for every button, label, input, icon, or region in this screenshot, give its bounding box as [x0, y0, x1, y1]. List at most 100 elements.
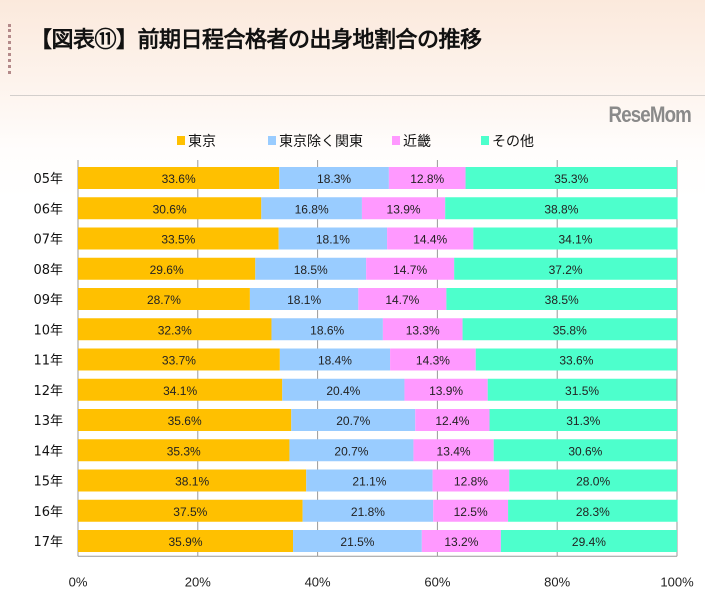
category-label: 17年 [33, 535, 63, 550]
bar-segment [302, 499, 434, 522]
category-label: 16年 [33, 505, 63, 520]
bar-segment [293, 530, 422, 552]
data-label: 20.7% [336, 414, 370, 428]
bar-segment [387, 227, 474, 250]
bar-segment [78, 227, 279, 250]
data-label: 16.8% [295, 202, 329, 216]
legend-swatch [481, 136, 489, 145]
data-label: 13.9% [429, 384, 463, 398]
data-label: 35.3% [167, 444, 201, 458]
data-label: 18.5% [294, 263, 328, 277]
data-label: 30.6% [153, 202, 187, 216]
data-label: 13.4% [437, 444, 471, 458]
bar-segment [78, 257, 256, 280]
resemom-logo: ReseMom [608, 102, 692, 127]
bar-segment [291, 409, 416, 431]
category-label: 13年 [33, 414, 63, 429]
data-label: 18.3% [317, 172, 351, 186]
x-tick-label: 40% [305, 574, 331, 589]
bar-segment [475, 348, 677, 371]
data-label: 29.6% [150, 263, 184, 277]
x-tick-label: 100% [660, 574, 694, 589]
data-label: 38.8% [544, 202, 578, 216]
bar-segment [78, 378, 283, 401]
bar-segment [493, 439, 677, 462]
data-label: 13.9% [387, 202, 421, 216]
bar-segment [445, 197, 678, 220]
data-label: 14.4% [413, 233, 447, 247]
bar-segment [382, 318, 463, 341]
page-title: 【図表⑪】前期日程合格者の出身地割合の推移 [30, 28, 482, 53]
data-label: 28.7% [147, 293, 181, 307]
bar-segment [413, 439, 494, 462]
data-label: 38.1% [175, 475, 209, 489]
bar-segment [390, 348, 476, 371]
x-tick-label: 20% [185, 574, 211, 589]
bar-segment [278, 227, 388, 250]
bar-segment [415, 409, 490, 431]
data-label: 32.3% [158, 323, 192, 337]
data-label: 28.0% [576, 475, 610, 489]
bar-segment [306, 469, 433, 492]
legend-swatch [392, 136, 400, 145]
x-tick-label: 60% [424, 574, 450, 589]
category-label: 05年 [33, 172, 63, 187]
data-label: 13.2% [444, 535, 478, 549]
data-label: 12.8% [454, 475, 488, 489]
data-label: 35.8% [553, 323, 587, 337]
bar-segment [78, 288, 250, 310]
legend-swatch [268, 136, 276, 145]
bar-segment [366, 257, 455, 280]
data-label: 33.5% [161, 233, 195, 247]
bar-segment [361, 197, 446, 220]
data-label: 37.5% [173, 505, 207, 519]
data-label: 21.8% [351, 505, 385, 519]
data-label: 18.4% [318, 354, 352, 368]
data-label: 33.6% [162, 172, 196, 186]
bar-segment [249, 288, 359, 310]
bar-segment [454, 257, 677, 280]
data-label: 34.1% [163, 384, 197, 398]
category-label: 15年 [33, 475, 63, 490]
bar-segment [487, 378, 677, 401]
data-label: 14.3% [416, 354, 450, 368]
data-label: 31.5% [565, 384, 599, 398]
bar-segment [404, 378, 488, 401]
bar-segment [358, 288, 447, 310]
bar-segment [78, 348, 280, 371]
data-label: 20.4% [326, 384, 360, 398]
data-label: 37.2% [549, 263, 583, 277]
data-label: 13.3% [406, 323, 440, 337]
bar-segment [261, 197, 362, 220]
legend-label: 近畿 [403, 134, 431, 150]
bar-segment [279, 167, 389, 189]
bar-segment [489, 409, 677, 431]
data-label: 35.3% [554, 172, 588, 186]
data-label: 31.3% [566, 414, 600, 428]
legend-label: 東京 [188, 134, 216, 150]
data-label: 12.5% [454, 505, 488, 519]
data-label: 18.1% [316, 233, 350, 247]
data-label: 12.4% [435, 414, 469, 428]
bar-segment [78, 318, 272, 341]
bar-segment [388, 167, 466, 189]
category-label: 14年 [33, 444, 63, 459]
bar-segment [446, 288, 677, 310]
bar-segment [78, 409, 292, 431]
data-label: 28.3% [576, 505, 610, 519]
x-tick-label: 80% [544, 574, 570, 589]
divider [10, 95, 705, 96]
bar-segment [78, 167, 280, 189]
bar-segment [465, 167, 677, 189]
category-label: 07年 [33, 233, 63, 248]
bar-segment [421, 530, 501, 552]
data-label: 21.1% [352, 475, 386, 489]
data-label: 34.1% [558, 233, 592, 247]
data-label: 30.6% [568, 444, 602, 458]
category-label: 09年 [33, 293, 63, 308]
legend-label: その他 [492, 134, 534, 150]
bar-segment [433, 499, 509, 522]
bar-segment [255, 257, 367, 280]
data-label: 38.5% [545, 293, 579, 307]
